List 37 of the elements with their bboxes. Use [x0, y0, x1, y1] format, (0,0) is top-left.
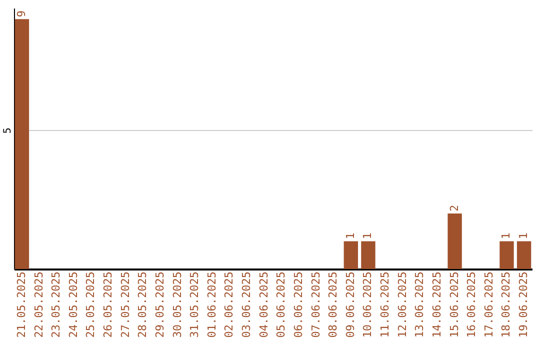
x-tick-label: 16.06.2025	[465, 272, 478, 338]
x-tick-label: 28.05.2025	[136, 272, 150, 338]
x-tick-label: 09.06.2025	[344, 272, 357, 338]
x-tick-label: 27.05.2025	[118, 272, 132, 338]
x-tick-label: 15.06.2025	[448, 272, 461, 338]
x-tick-label: 03.06.2025	[240, 272, 254, 338]
data-label: 1	[500, 232, 513, 240]
data-label: 1	[517, 232, 530, 240]
x-tick-label: 02.06.2025	[222, 272, 236, 338]
x-tick-label: 17.06.2025	[482, 272, 496, 338]
x-tick-label: 08.06.2025	[326, 272, 340, 338]
data-label: 1	[361, 232, 374, 240]
data-label: 9	[14, 10, 28, 18]
data-label: 2	[448, 204, 461, 212]
x-tick-label: 05.06.2025	[274, 272, 288, 338]
x-tick-label: 06.06.2025	[292, 272, 305, 338]
x-tick-label: 07.06.2025	[309, 272, 322, 338]
x-tick-label: 10.06.2025	[361, 272, 374, 338]
x-tick-label: 31.05.2025	[188, 272, 202, 338]
x-tick-label: 04.06.2025	[257, 272, 270, 338]
y-tick-label: 5	[2, 128, 14, 134]
x-tick-label: 26.05.2025	[102, 272, 115, 338]
x-tick-label: 21.05.2025	[14, 272, 28, 338]
x-tick-label: 13.06.2025	[413, 272, 426, 338]
x-tick-label: 24.05.2025	[66, 272, 80, 338]
data-label: 1	[344, 232, 357, 240]
x-tick-label: 22.05.2025	[32, 272, 46, 338]
x-tick-label: 19.06.2025	[517, 272, 530, 338]
x-tick-label: 25.05.2025	[84, 272, 98, 338]
x-tick-label: 14.06.2025	[430, 272, 444, 338]
x-tick-label: 30.05.2025	[170, 272, 184, 338]
x-tick-label: 18.06.2025	[500, 272, 513, 338]
x-tick-label: 11.06.2025	[378, 272, 392, 338]
x-tick-label: 23.05.2025	[50, 272, 63, 338]
x-tick-label: 29.05.2025	[153, 272, 166, 338]
x-tick-label: 12.06.2025	[396, 272, 409, 338]
x-tick-label: 01.06.2025	[205, 272, 218, 338]
